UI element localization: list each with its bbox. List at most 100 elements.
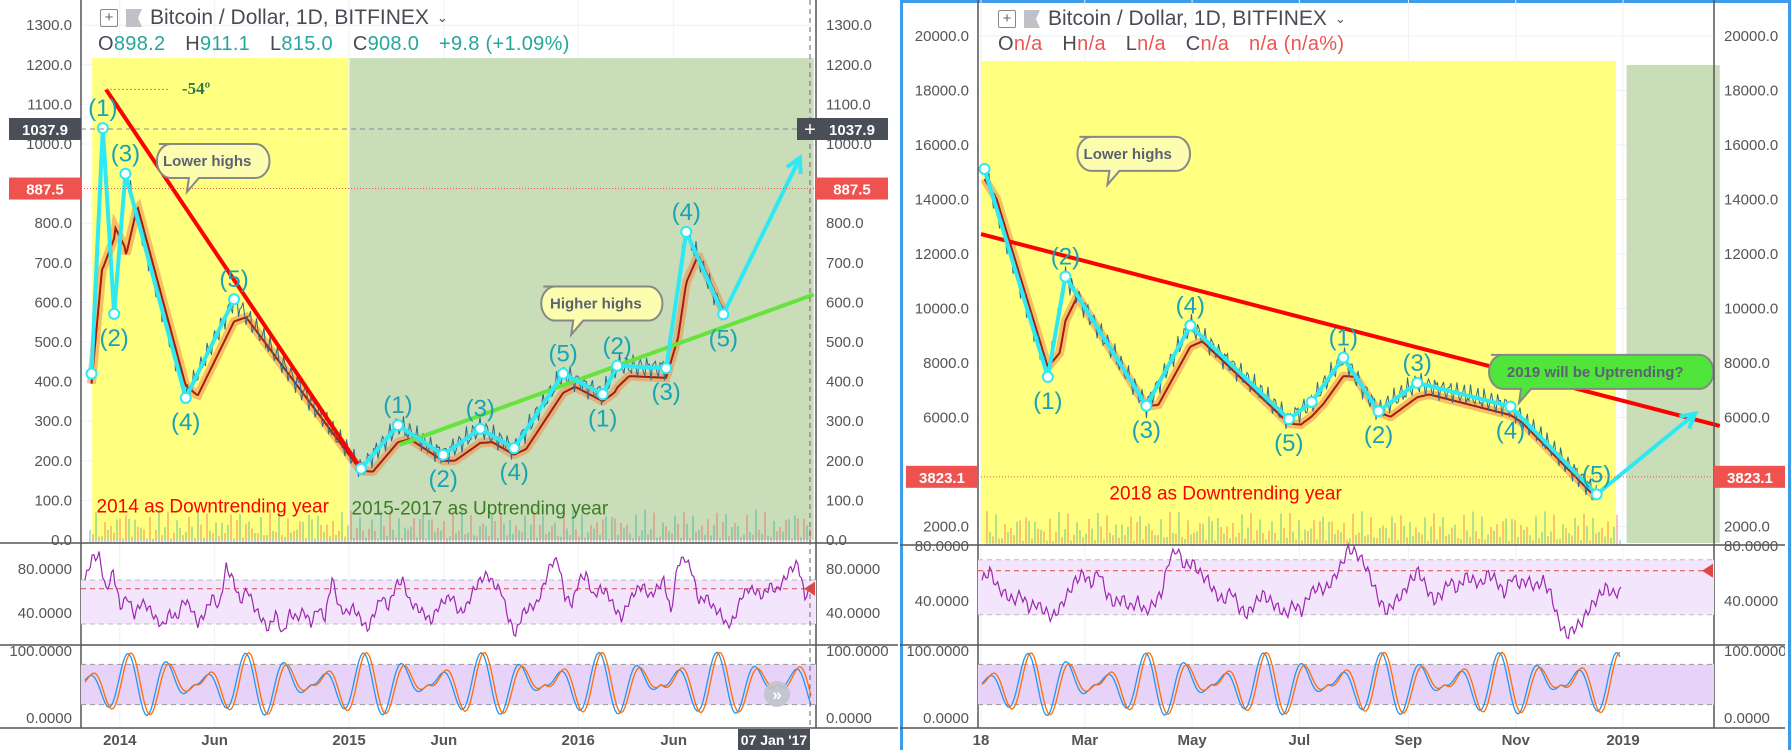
volume-bar	[1151, 530, 1153, 545]
callout-bubble[interactable]	[1076, 135, 1192, 189]
flag-icon[interactable]	[1024, 10, 1040, 28]
wave-point[interactable]	[1590, 488, 1603, 501]
wave-point[interactable]	[1305, 395, 1318, 408]
high-label: H	[185, 33, 201, 55]
y-tick-label: 800.0	[826, 215, 864, 232]
wave-point[interactable]	[1372, 405, 1385, 418]
symbol-title[interactable]: Bitcoin / Dollar, 1D, BITFINEX	[1048, 7, 1327, 30]
callout-bubble[interactable]	[1488, 353, 1715, 407]
double-chevron-right-icon[interactable]: »	[772, 685, 781, 704]
volume-bar	[1133, 540, 1135, 545]
wave-point[interactable]	[474, 422, 487, 435]
chart-panel-right[interactable]: (1) (2) (3) (4) (5) (1) (2) (3) (4) (5) Lower high…	[900, 0, 1791, 750]
volume-bar	[326, 524, 328, 543]
wave-point[interactable]	[119, 167, 132, 180]
scroll-to-realtime-button[interactable]	[764, 681, 790, 707]
volume-bar	[506, 535, 508, 543]
wave-point[interactable]	[557, 367, 570, 380]
wave-point[interactable]	[1411, 376, 1424, 389]
wave-point[interactable]	[1184, 319, 1197, 332]
volume-bar	[116, 519, 118, 543]
wave-point[interactable]	[179, 391, 192, 404]
volume-bar	[1574, 517, 1576, 545]
volume-bar	[794, 515, 796, 543]
volume-bar	[221, 522, 223, 543]
chevron-down-icon[interactable]: ⌄	[1334, 11, 1346, 26]
wave-point[interactable]	[437, 448, 450, 461]
volume-bar	[1556, 539, 1558, 545]
rsi-tick-label: 40.0000	[18, 605, 72, 622]
shaded-region	[92, 58, 349, 541]
wave-point[interactable]	[108, 307, 121, 320]
trendline[interactable]	[980, 232, 1721, 428]
wave-point[interactable]	[1282, 413, 1295, 426]
crosshair-price-box	[816, 117, 888, 140]
trendline[interactable]	[399, 292, 815, 447]
wave-point[interactable]	[611, 359, 624, 372]
plus-icon[interactable]: +	[998, 10, 1016, 28]
y-tick-label: 12000.0	[1724, 246, 1778, 263]
volume-bar	[539, 524, 541, 543]
y-tick-label: 10000.0	[1724, 301, 1778, 318]
volume-bar	[1181, 536, 1183, 545]
rsi-tick-label: 80.0000	[1724, 538, 1778, 555]
volume-bar	[305, 537, 307, 543]
wave-point[interactable]	[596, 388, 609, 401]
wave-point[interactable]	[717, 308, 730, 321]
elliott-wave-line[interactable]	[359, 156, 802, 471]
wave-point[interactable]	[680, 225, 693, 238]
chart-right-canvas[interactable]: (1) (2) (3) (4) (5) (1) (2) (3) (4) (5) Lower high…	[900, 0, 1785, 750]
volume-bar	[1190, 534, 1192, 545]
volume-bar	[1415, 527, 1417, 545]
volume-bar	[389, 510, 391, 543]
wave-point[interactable]	[354, 462, 367, 475]
volume-bar	[1175, 534, 1177, 545]
chart-panel-left[interactable]: -54º (1) (2) (3) (4) (5) (1) (2) (3) (4) (5) (1) (2)…	[0, 0, 898, 750]
symbol-title[interactable]: Bitcoin / Dollar, 1D, BITFINEX	[150, 6, 429, 29]
y-tick-label: 14000.0	[1724, 192, 1778, 209]
volume-bar	[185, 531, 187, 543]
wave-point[interactable]	[228, 293, 241, 306]
wave-point[interactable]	[1504, 400, 1517, 413]
volume-bar	[1238, 532, 1240, 545]
volume-bar	[806, 525, 808, 543]
wave-point[interactable]	[1337, 351, 1350, 364]
plus-icon[interactable]: +	[100, 9, 118, 27]
wave-point[interactable]	[508, 442, 521, 455]
volume-bar	[1508, 540, 1510, 545]
wave-point[interactable]	[1140, 399, 1153, 412]
wave-point[interactable]	[391, 419, 404, 432]
volume-bar	[107, 529, 109, 543]
wave-point[interactable]	[1041, 370, 1054, 383]
volume-bar	[1013, 534, 1015, 545]
callout-bubble[interactable]	[155, 143, 271, 196]
volume-bar	[989, 531, 991, 545]
volume-bar	[614, 518, 616, 543]
volume-bar	[650, 529, 652, 543]
flag-icon[interactable]	[126, 9, 142, 27]
volume-bar	[1136, 522, 1138, 545]
volume-bar	[239, 514, 241, 543]
stoch-tick-label: 100.0000	[9, 643, 72, 660]
volume-bar	[752, 534, 754, 543]
chart-left-canvas[interactable]: -54º (1) (2) (3) (4) (5) (1) (2) (3) (4) (5) (1) (2)…	[0, 0, 898, 750]
wave-point[interactable]	[1059, 270, 1072, 283]
volume-bar	[584, 537, 586, 543]
trendline[interactable]	[104, 88, 363, 470]
volume-bar	[1580, 540, 1582, 545]
callout-bubble[interactable]	[540, 285, 664, 338]
volume-bar	[734, 522, 736, 543]
volume-bar	[350, 510, 352, 543]
volume-bar	[98, 536, 100, 543]
wave-point[interactable]	[85, 367, 98, 380]
chevron-down-icon[interactable]: ⌄	[436, 10, 448, 25]
crosshair-plus-box[interactable]	[797, 117, 823, 140]
wave-point[interactable]	[978, 162, 991, 175]
wave-point[interactable]	[660, 362, 673, 375]
wave-label: (2)	[602, 333, 631, 360]
volume-bar	[701, 525, 703, 543]
elliott-wave-line[interactable]	[89, 126, 236, 400]
crosshair-plus-icon[interactable]: +	[804, 119, 816, 141]
volume-bar	[245, 523, 247, 543]
wave-point[interactable]	[96, 122, 109, 135]
